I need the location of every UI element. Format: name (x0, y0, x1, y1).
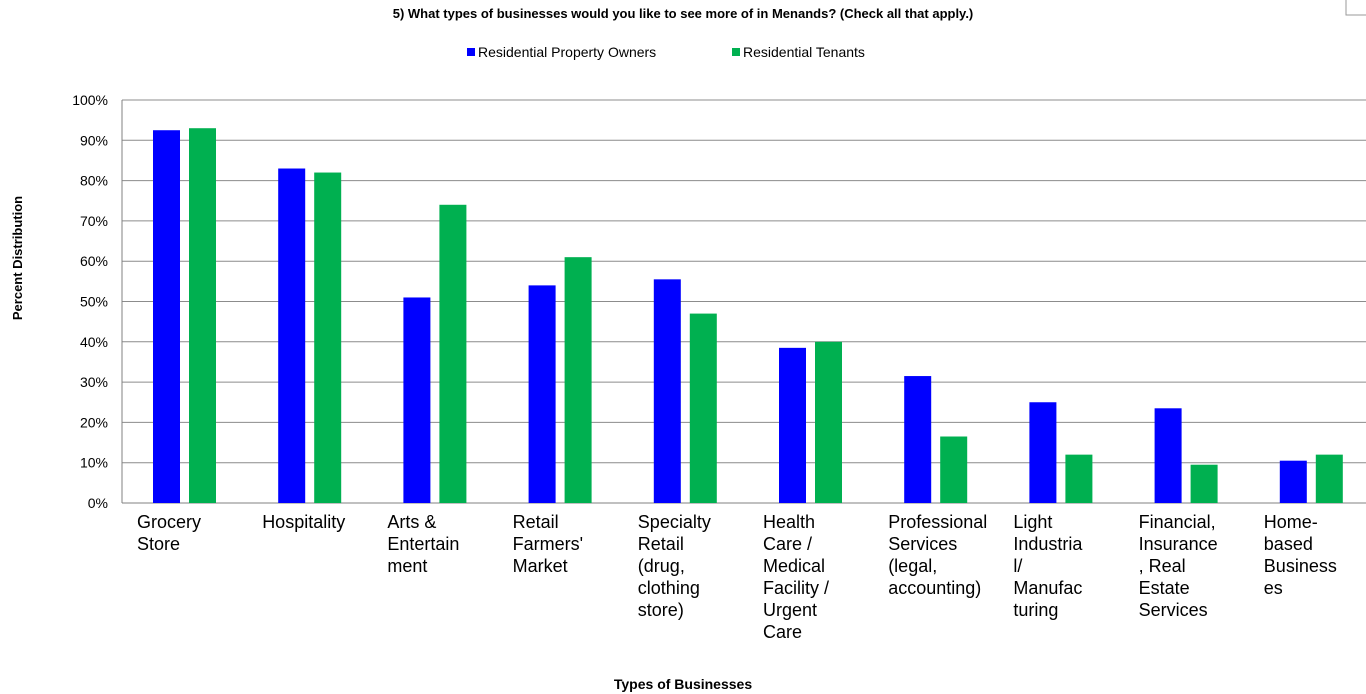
bar (528, 285, 556, 503)
y-tick-label: 100% (72, 92, 108, 108)
bar (1065, 454, 1093, 503)
category-labels: Grocery Store Hospitality Arts & Entertain me… (137, 512, 1337, 642)
category-label-line: , Real (1139, 556, 1186, 576)
category-label: Light Industria l/Manufac turing (1013, 512, 1083, 620)
category-label-line: Retail (513, 512, 559, 532)
category-label-line: es (1264, 578, 1283, 598)
bar (189, 128, 216, 503)
category-label-line: store) (638, 600, 684, 620)
category-label-line: ment (387, 556, 427, 576)
bar (1315, 454, 1343, 503)
bar (314, 172, 342, 504)
bar (403, 297, 431, 503)
category-label-line: Farmers' (513, 534, 583, 554)
category-label: Specialty Retail (drug, clothing store) (638, 512, 711, 620)
category-label: Grocery Store (137, 512, 201, 554)
y-tick-label: 50% (80, 294, 108, 310)
category-label-line: Store (137, 534, 180, 554)
category-label: Arts & Entertain ment (387, 512, 459, 576)
y-tick-label: 80% (80, 173, 108, 189)
legend-label: Residential Tenants (743, 44, 865, 60)
category-label: Financial, Insurance, Real Estate Services (1139, 512, 1218, 620)
category-label-line: Financial, (1139, 512, 1216, 532)
category-label: Home-based Business es (1264, 512, 1337, 598)
bar (1279, 460, 1307, 503)
bar (439, 204, 467, 503)
category-label-line: Business (1264, 556, 1337, 576)
category-label-line: l/ (1013, 556, 1022, 576)
category-label-line: Medical (763, 556, 825, 576)
bar (278, 168, 306, 503)
category-label-line: Insurance (1139, 534, 1218, 554)
category-label-line: Retail (638, 534, 684, 554)
bar (1190, 464, 1218, 503)
category-label-line: Care (763, 622, 802, 642)
category-label: Health Care / Medical Facility / Urgent Care (763, 512, 829, 642)
category-label-line: Urgent (763, 600, 817, 620)
bar (815, 341, 842, 503)
category-label-line: Services (1139, 600, 1208, 620)
y-tick-label: 30% (80, 374, 108, 390)
y-tick-label: 90% (80, 132, 108, 148)
bars (153, 128, 1343, 504)
bar (689, 313, 717, 503)
category-label-line: (drug, (638, 556, 685, 576)
category-label-line: Care / (763, 534, 812, 554)
category-label: Hospitality (262, 512, 345, 532)
category-label-line: Facility / (763, 578, 829, 598)
category-label-line: Grocery (137, 512, 201, 532)
bar (779, 347, 806, 503)
category-label-line: based (1264, 534, 1313, 554)
category-label-line: Professional (888, 512, 987, 532)
bar (1029, 402, 1057, 503)
category-label-line: clothing (638, 578, 700, 598)
y-tick-label: 40% (80, 334, 108, 350)
category-label-line: Entertain (387, 534, 459, 554)
category-label-line: Estate (1139, 578, 1190, 598)
category-label-line: Arts & (387, 512, 436, 532)
category-label-line: (legal, (888, 556, 937, 576)
category-label-line: Health (763, 512, 815, 532)
category-label-line: Specialty (638, 512, 711, 532)
y-axis-label: Percent Distribution (10, 196, 25, 320)
legend-label: Residential Property Owners (478, 44, 656, 60)
bar (153, 130, 180, 503)
legend: Residential Property Owners Residential T… (467, 44, 865, 60)
category-label: Retail Farmers' Market (513, 512, 583, 576)
category-label-line: Services (888, 534, 957, 554)
bar (904, 376, 932, 503)
category-label: Professional Services (legal, accounting) (888, 512, 987, 598)
chart-title: 5) What types of businesses would you li… (393, 6, 974, 21)
bar (940, 436, 968, 503)
category-label-line: accounting) (888, 578, 981, 598)
category-label-line: Market (513, 556, 568, 576)
bar (564, 257, 592, 503)
bar (1154, 408, 1182, 503)
category-label-line: Home- (1264, 512, 1318, 532)
category-label-line: Hospitality (262, 512, 345, 532)
y-tick-label: 10% (80, 455, 108, 471)
category-label-line: Industria (1013, 534, 1083, 554)
bar (653, 279, 681, 503)
category-label-line: Manufac (1013, 578, 1082, 598)
legend-swatch (467, 48, 475, 56)
category-label-line: Light (1013, 512, 1052, 532)
corner-box (1345, 0, 1366, 16)
y-tick-label: 70% (80, 213, 108, 229)
y-tick-label: 0% (88, 495, 108, 511)
y-tick-labels: 0% 10% 20% 30% 40% 50% 60% 70% 80% 90% 100% (72, 92, 108, 511)
category-label-line: turing (1013, 600, 1058, 620)
y-tick-label: 20% (80, 414, 108, 430)
legend-swatch (732, 48, 740, 56)
x-axis-label: Types of Businesses (614, 676, 752, 692)
y-tick-label: 60% (80, 253, 108, 269)
